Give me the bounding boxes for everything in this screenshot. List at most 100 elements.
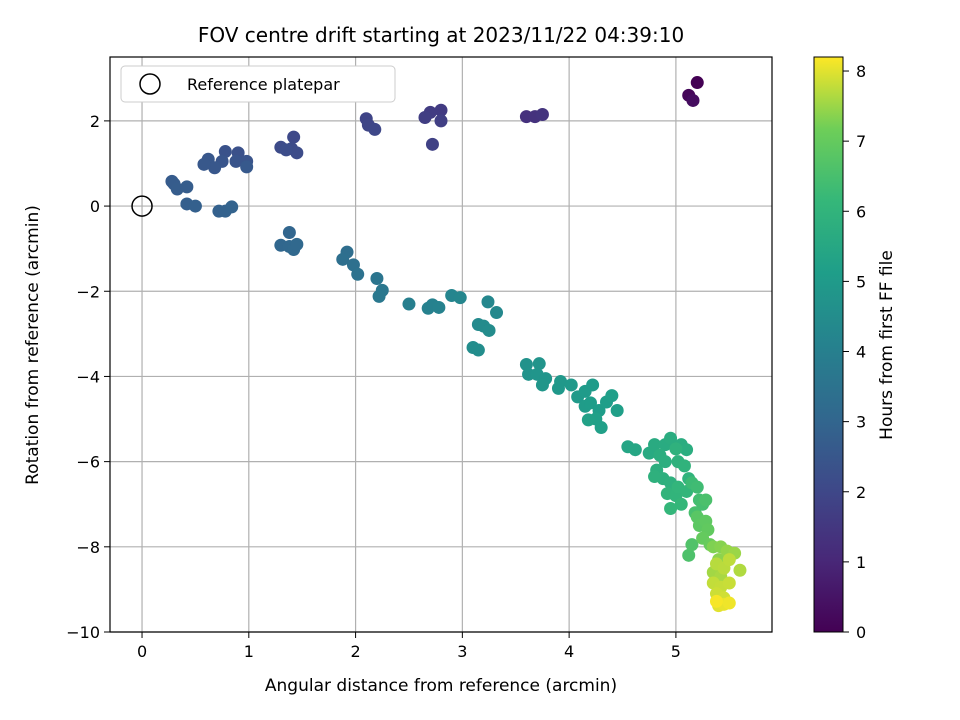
data-point: [610, 404, 624, 418]
data-point: [351, 267, 365, 281]
data-point: [425, 137, 439, 151]
data-point: [583, 396, 597, 410]
data-point: [218, 145, 232, 159]
colorbar-gradient: [813, 56, 844, 633]
data-point: [648, 438, 662, 452]
y-axis-label: Rotation from reference (arcmin): [23, 205, 43, 485]
colorbar-label: Hours from first FF file: [877, 250, 897, 440]
data-point: [658, 455, 672, 469]
data-point: [287, 130, 301, 144]
data-point: [733, 563, 747, 577]
data-point: [699, 493, 713, 507]
legend-entry-reference-platepar: Reference platepar: [187, 75, 340, 94]
data-point: [686, 93, 700, 107]
data-point: [282, 225, 296, 239]
colorbar-tick-label: 1: [856, 553, 866, 572]
data-point: [690, 480, 704, 494]
legend-box: [120, 65, 396, 103]
data-point: [532, 357, 546, 371]
data-point: [674, 497, 688, 511]
data-point: [605, 389, 619, 403]
x-tick-label: 1: [244, 642, 254, 661]
colorbar-ticks: 0 1 2 3 4 5 6 7 8: [843, 62, 866, 642]
data-point: [434, 114, 448, 128]
data-point: [188, 199, 202, 213]
x-axis-label: Angular distance from reference (arcmin): [265, 676, 617, 696]
data-point: [432, 300, 446, 314]
data-point: [535, 108, 549, 121]
colorbar-tick-label: 4: [856, 343, 866, 362]
y-tick-label: −2: [76, 282, 100, 301]
data-point: [722, 576, 736, 590]
reference-point-marker: [131, 195, 153, 217]
data-point: [225, 200, 239, 214]
data-point: [690, 76, 704, 90]
data-point: [680, 443, 694, 457]
colorbar: 0 1 2 3 4 5 6 7 8 Hours from first FF file: [813, 56, 897, 642]
data-point: [685, 538, 699, 552]
data-point: [418, 110, 432, 124]
data-point: [490, 306, 504, 320]
x-tick-label: 2: [350, 642, 360, 661]
x-tick-label: 4: [564, 642, 574, 661]
data-point: [564, 378, 578, 392]
data-point: [594, 421, 608, 435]
data-point: [372, 289, 386, 303]
y-tick-label: −10: [66, 623, 100, 642]
x-tick-label: 0: [137, 642, 147, 661]
colorbar-tick-label: 5: [856, 272, 866, 291]
data-point: [240, 160, 254, 174]
x-axis-ticks: 0 1 2 3 4 5: [137, 632, 681, 661]
data-point: [481, 295, 495, 309]
data-point: [535, 378, 549, 392]
colorbar-tick-label: 3: [856, 413, 866, 432]
data-point: [434, 103, 448, 117]
data-point: [519, 358, 533, 372]
data-points: [165, 76, 747, 613]
x-tick-label: 5: [671, 642, 681, 661]
data-point: [682, 548, 696, 562]
data-point: [279, 143, 293, 157]
y-axis-ticks: −10 −8 −6 −4 −2 0 2: [66, 112, 110, 642]
data-point: [722, 596, 736, 610]
data-point: [628, 443, 642, 457]
data-point: [669, 442, 683, 456]
colorbar-tick-label: 0: [856, 623, 866, 642]
colorbar-tick-label: 2: [856, 483, 866, 502]
data-point: [586, 378, 600, 392]
y-tick-label: 2: [90, 112, 100, 131]
colorbar-tick-label: 7: [856, 132, 866, 151]
plot-frame: [109, 56, 773, 633]
data-point: [290, 146, 304, 160]
data-point: [229, 154, 243, 168]
legend-marker-icon: [139, 73, 161, 95]
data-point: [664, 501, 678, 515]
data-point: [482, 323, 496, 337]
chart-title: FOV centre drift starting at 2023/11/22 …: [198, 23, 684, 47]
grid-lines: [110, 57, 772, 633]
data-point: [180, 180, 194, 194]
data-point: [709, 594, 723, 608]
data-point: [648, 470, 662, 484]
colorbar-tick-label: 6: [856, 202, 866, 221]
y-tick-label: −4: [76, 367, 100, 386]
data-point: [471, 343, 485, 357]
legend: Reference platepar: [120, 65, 396, 103]
data-point: [290, 237, 304, 251]
colorbar-tick-label: 8: [856, 62, 866, 81]
data-point: [402, 297, 416, 311]
data-point: [677, 459, 691, 473]
data-point: [664, 431, 678, 445]
y-tick-label: −6: [76, 453, 100, 472]
data-point: [368, 122, 382, 136]
data-point: [581, 413, 595, 427]
x-tick-label: 3: [457, 642, 467, 661]
data-point: [370, 271, 384, 285]
data-point: [336, 252, 350, 266]
data-point: [551, 381, 565, 395]
data-point: [197, 157, 211, 171]
data-point: [722, 553, 736, 567]
y-tick-label: −8: [76, 538, 100, 557]
data-point: [453, 291, 467, 305]
